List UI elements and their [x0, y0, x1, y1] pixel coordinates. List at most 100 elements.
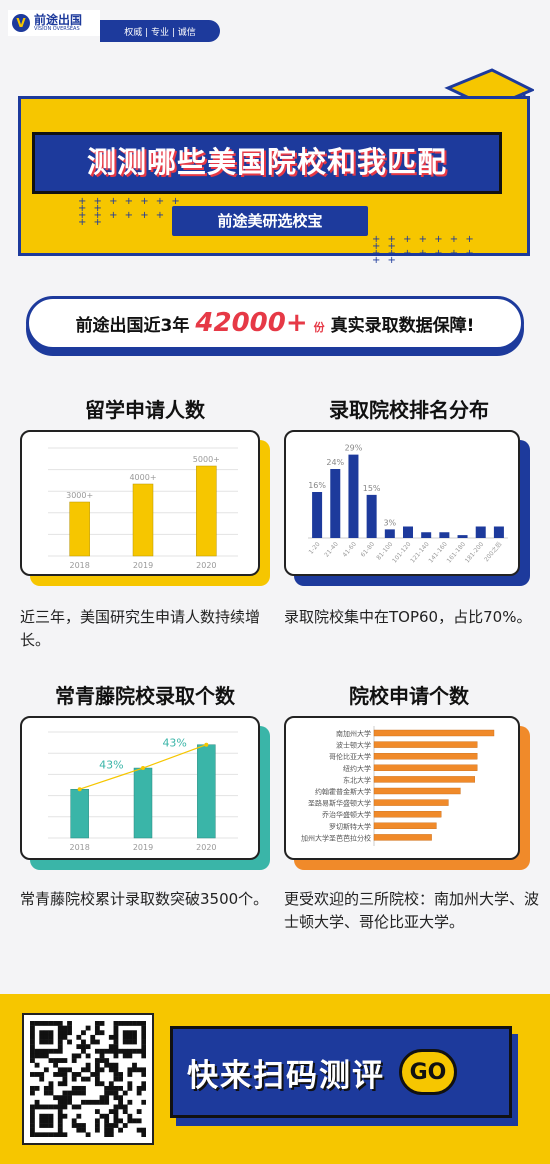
qr-module	[81, 1067, 86, 1073]
bar	[348, 454, 359, 538]
qr-module	[71, 1076, 77, 1082]
tick-label: 2018	[69, 561, 89, 570]
qr-module	[30, 1021, 35, 1026]
go-button[interactable]: GO	[399, 1049, 457, 1095]
qr-module	[113, 1067, 119, 1073]
qr-module	[30, 1030, 35, 1036]
qr-module	[34, 1048, 40, 1054]
qr-module	[136, 1090, 142, 1096]
qr-module	[71, 1104, 77, 1110]
qr-module	[39, 1034, 45, 1040]
qr-module	[43, 1090, 49, 1096]
qr-module	[118, 1076, 123, 1082]
qr-module	[71, 1118, 77, 1124]
qr-module	[99, 1095, 105, 1101]
growth-label: 43%	[162, 736, 186, 749]
qr-module	[122, 1109, 128, 1114]
qr-module	[76, 1085, 82, 1091]
qr-module	[122, 1104, 128, 1110]
qr-module	[81, 1048, 86, 1054]
qr-module	[48, 1104, 54, 1110]
qr-module	[62, 1058, 68, 1063]
qr-module	[57, 1067, 63, 1073]
qr-module	[34, 1085, 40, 1091]
qr-module	[108, 1085, 114, 1091]
section-title-ranking: 录取院校排名分布	[329, 398, 489, 422]
qr-module	[48, 1058, 54, 1063]
bar	[403, 526, 413, 538]
qr-module	[34, 1021, 40, 1026]
qr-module	[53, 1048, 59, 1054]
qr-module	[48, 1034, 54, 1040]
qr-module	[136, 1118, 142, 1124]
bar	[132, 483, 154, 557]
bar	[475, 526, 486, 538]
qr-module	[127, 1039, 133, 1045]
qr-module	[43, 1067, 49, 1073]
qr-module	[127, 1030, 133, 1036]
qr-module	[85, 1067, 91, 1073]
qr-code[interactable]	[22, 1013, 154, 1145]
qr-module	[39, 1030, 45, 1036]
qr-module	[113, 1076, 119, 1082]
qr-module	[113, 1044, 119, 1050]
qr-module	[53, 1104, 59, 1110]
caption-applicants: 近三年，美国研究生申请人数持续增长。	[20, 608, 261, 649]
qr-module	[62, 1104, 68, 1110]
qr-module	[122, 1039, 128, 1045]
qr-module	[30, 1085, 35, 1091]
qr-module	[34, 1062, 40, 1068]
qr-module	[113, 1039, 119, 1045]
qr-module	[94, 1048, 100, 1054]
qr-module	[113, 1025, 119, 1031]
stats-number: 42000+	[195, 308, 308, 338]
qr-module	[94, 1076, 100, 1082]
qr-module	[118, 1127, 123, 1133]
qr-module	[127, 1048, 133, 1054]
qr-module	[108, 1090, 114, 1096]
qr-module	[48, 1118, 54, 1124]
cta-label: 快来扫码测评	[187, 1057, 385, 1094]
qr-module	[67, 1021, 72, 1026]
tick-label: 2019	[133, 561, 153, 570]
bar	[197, 744, 216, 839]
qr-module	[81, 1127, 86, 1133]
qr-module	[71, 1072, 77, 1077]
qr-code-icon	[30, 1021, 147, 1138]
qr-module	[57, 1127, 63, 1133]
qr-module	[122, 1021, 128, 1026]
bar	[70, 788, 89, 839]
qr-module	[99, 1021, 105, 1026]
qr-module	[99, 1113, 105, 1119]
qr-module	[122, 1030, 128, 1036]
qr-module	[127, 1081, 133, 1087]
qr-module	[127, 1072, 133, 1077]
qr-module	[57, 1072, 63, 1077]
qr-module	[99, 1030, 105, 1036]
qr-module	[57, 1113, 63, 1119]
qr-module	[94, 1123, 100, 1128]
qr-module	[141, 1053, 147, 1059]
qr-module	[53, 1021, 59, 1026]
qr-module	[57, 1118, 63, 1124]
qr-module	[94, 1109, 100, 1114]
qr-module	[43, 1085, 49, 1091]
qr-module	[43, 1104, 49, 1110]
qr-module	[62, 1072, 68, 1077]
qr-module	[99, 1099, 105, 1105]
qr-module	[39, 1123, 45, 1128]
cta-button[interactable]: 快来扫码测评 GO	[170, 1026, 512, 1118]
brand-logo[interactable]: V 前途出国 VISION OVERSEAS	[8, 10, 100, 36]
stats-unit: 份	[313, 321, 325, 334]
qr-module	[118, 1104, 123, 1110]
qr-module	[76, 1053, 82, 1059]
qr-module	[57, 1109, 63, 1114]
qr-module	[67, 1095, 72, 1101]
qr-module	[94, 1072, 100, 1077]
qr-module	[57, 1095, 63, 1101]
qr-module	[85, 1025, 91, 1031]
qr-module	[81, 1099, 86, 1105]
stats-banner: 前途出国近3年 42000+ 份 真实录取数据保障!	[26, 296, 524, 350]
tick-label: 21-40	[323, 541, 340, 559]
qr-module	[94, 1067, 100, 1073]
